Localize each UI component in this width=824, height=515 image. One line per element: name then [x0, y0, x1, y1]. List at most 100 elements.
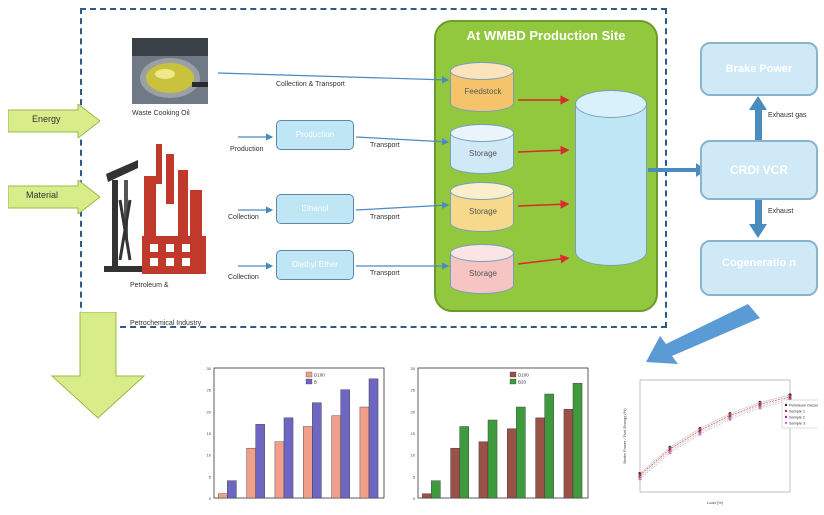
x-axis-label: Load (%) — [707, 500, 724, 505]
exhaust-label: Exhaust — [768, 208, 794, 215]
bar — [255, 424, 265, 499]
transport-label-3: Transport — [370, 270, 400, 277]
bar — [422, 493, 432, 499]
bar — [303, 426, 313, 499]
legend-swatch — [509, 371, 517, 378]
energy-arrow-icon — [8, 104, 100, 138]
legend-marker — [784, 421, 788, 425]
y-tick-label: 5 — [209, 474, 212, 479]
legend-marker — [784, 403, 788, 407]
series-line — [639, 400, 791, 480]
bar — [459, 426, 469, 499]
legend-box — [781, 399, 818, 429]
bar — [340, 389, 350, 499]
down-arrow-icon — [50, 312, 146, 419]
legend-marker — [784, 409, 788, 413]
material-arrow-icon — [8, 180, 100, 214]
crdi-vcr-box: CRDI VCR — [700, 140, 818, 200]
ethanol-box: Ethanol — [276, 194, 354, 224]
petroleum-refinery-icon — [104, 144, 206, 274]
collection-label-2: Collection — [228, 214, 259, 221]
y-tick-label: 25 — [207, 388, 212, 393]
y-tick-label: 0 — [209, 496, 212, 501]
exhaust-gas-label: Exhaust gas — [768, 112, 807, 119]
storage-tank-2: Storage — [450, 182, 514, 232]
bar — [368, 378, 379, 499]
y-tick-label: 10 — [207, 453, 212, 458]
storage-label-2: Storage — [468, 207, 498, 216]
bar — [274, 441, 285, 499]
production-box: Production — [276, 120, 354, 150]
waste-cooking-oil-image — [132, 38, 208, 104]
storage-tank-3: Storage — [450, 244, 514, 294]
diethyl-ether-box: Diethyl Ether — [276, 250, 354, 280]
bar — [478, 441, 489, 499]
legend-label: Sample 2 — [789, 416, 805, 420]
y-tick-label: 20 — [207, 409, 212, 414]
bar — [227, 480, 237, 499]
bar-chart-1: 30 25 20 15 10 5 0 D100 B — [207, 366, 385, 501]
plot-area — [213, 367, 385, 499]
collection-transport-label: Collection & Transport — [276, 81, 345, 88]
y-tick-label: 0 — [413, 496, 416, 501]
bar — [535, 417, 545, 499]
bar — [507, 428, 517, 499]
y-tick-label: 30 — [207, 366, 212, 371]
legend-label: B20 — [518, 380, 527, 385]
bar — [218, 493, 228, 499]
bar — [487, 419, 498, 499]
petrochemical-label: Petrochemical Industry — [130, 320, 202, 327]
legend-marker — [784, 415, 788, 419]
feedstock-tank: Feedstock — [450, 62, 514, 112]
transport-label-1: Transport — [370, 142, 400, 149]
legend-label: Sample 3 — [789, 422, 805, 426]
blend-tank — [575, 90, 647, 266]
y-tick-label: 15 — [207, 431, 212, 436]
bar — [359, 406, 370, 499]
bar — [283, 417, 294, 499]
waste-oil-label: Waste Cooking Oil — [132, 110, 190, 117]
series-line — [639, 394, 791, 474]
storage-tank-1: Storage — [450, 124, 514, 174]
transport-label-2: Transport — [370, 214, 400, 221]
y-tick-label: 30 — [411, 366, 416, 371]
legend-label: D100 — [518, 373, 529, 378]
bar — [516, 406, 526, 499]
y-tick-label: 10 — [411, 453, 416, 458]
legend-label: D100 — [314, 373, 325, 378]
legend-label: B — [314, 380, 317, 385]
production-site-title: At WMBD Production Site — [466, 28, 626, 43]
plot-area — [639, 379, 791, 493]
legend-swatch — [509, 378, 517, 385]
line-chart: Petroleum Diesel Sample 1 Sample 2 Sample 3… — [622, 379, 818, 505]
y-axis-label: Brake Power / Fuel Energy (%) — [622, 408, 627, 464]
bar — [563, 408, 574, 499]
y-tick-label: 5 — [413, 474, 416, 479]
plot-area — [417, 367, 589, 499]
y-tick-label: 20 — [411, 409, 416, 414]
brake-power-box: Brake Power — [700, 42, 818, 96]
bar — [450, 447, 460, 499]
legend-label: Petroleum Diesel — [789, 404, 818, 408]
y-tick-label: 25 — [411, 388, 416, 393]
energy-label: Energy — [32, 114, 61, 124]
material-label: Material — [26, 190, 59, 200]
bar-chart-2: 30 25 20 15 10 5 0 D100 B20 — [411, 366, 589, 501]
legend-swatch — [305, 371, 313, 378]
cogeneration-box: Cogeneratio n — [700, 240, 818, 296]
bar — [312, 402, 322, 499]
storage-label-3: Storage — [468, 269, 498, 278]
storage-label-1: Storage — [468, 149, 498, 158]
bar — [331, 415, 341, 499]
bar — [431, 480, 441, 499]
y-tick-label: 15 — [411, 431, 416, 436]
bar — [572, 382, 583, 499]
legend-swatch — [305, 378, 313, 385]
production-flow-label: Production — [230, 146, 264, 153]
petroleum-label: Petroleum & — [130, 282, 169, 289]
legend-label: Sample 1 — [789, 410, 805, 414]
series-line — [639, 398, 791, 478]
bar — [544, 393, 554, 499]
data-point — [758, 406, 762, 410]
collection-label-3: Collection — [228, 274, 259, 281]
